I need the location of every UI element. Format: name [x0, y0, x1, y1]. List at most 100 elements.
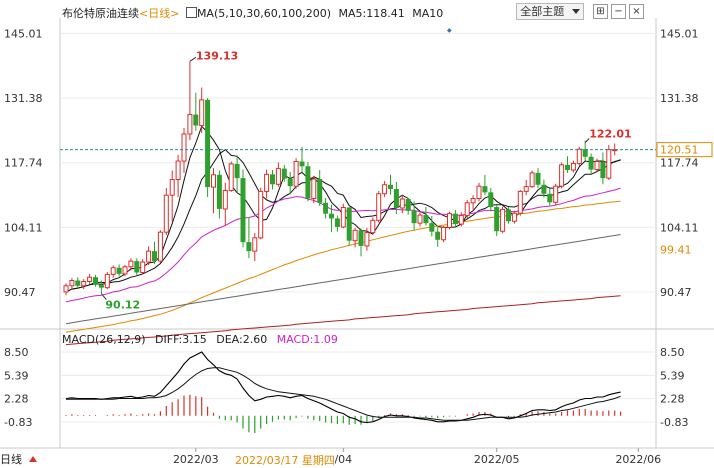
- candle-body-up: [352, 229, 358, 242]
- candle-body-up: [87, 276, 93, 282]
- price-tick-label-right: 104.11: [660, 221, 699, 234]
- candle-body-up: [376, 193, 382, 221]
- ma-price-tag-label: 99.41: [660, 244, 692, 257]
- candle-body-down: [482, 186, 488, 193]
- candle-body-down: [452, 213, 458, 225]
- candle-body-up: [517, 190, 523, 214]
- theme-select-label: 全部主题: [520, 5, 565, 18]
- candle-body-up: [441, 226, 447, 241]
- candle-body-up: [211, 174, 216, 188]
- high-marker-line: [189, 56, 197, 62]
- candle-body-down: [541, 184, 547, 194]
- candle-body-down: [329, 213, 334, 219]
- candle-body-down: [323, 202, 329, 214]
- chevron-down-icon: [571, 9, 580, 14]
- candle-body-down: [193, 114, 199, 126]
- moving-average-lines: [65, 125, 621, 346]
- candle-body-up: [69, 280, 75, 287]
- price-tick-label-left: 90.47: [4, 286, 36, 299]
- candle-body-down: [281, 168, 287, 179]
- instrument-title: 布伦特原油连续: [62, 7, 139, 20]
- candle-body-down: [494, 207, 500, 232]
- candle-body-down: [488, 192, 494, 208]
- candle-body-down: [234, 163, 240, 179]
- cursor-date-label: 2022/03/17 星期四: [235, 452, 335, 468]
- macd-tick-label-right: 8.50: [660, 346, 685, 359]
- candle-body-down: [582, 149, 588, 157]
- price-tick-label-right: 131.38: [660, 92, 699, 105]
- candle-body-up: [181, 133, 187, 162]
- macd-tick-label-right: 5.39: [660, 369, 685, 382]
- candle-body-down: [334, 218, 340, 227]
- period-label[interactable]: <日线>: [139, 7, 180, 20]
- candle-body-down: [411, 210, 417, 224]
- price-tick-label-left: 131.38: [4, 92, 43, 105]
- candle-body-up: [553, 185, 559, 203]
- ma-settings-label[interactable]: MA(5,10,30,60,100,200): [196, 7, 331, 20]
- candle-body-down: [600, 161, 606, 179]
- ma-line-ma200: [65, 295, 621, 346]
- price-tick-label-right: 90.47: [660, 286, 692, 299]
- candle-body-up: [228, 163, 234, 191]
- candle-body-up: [606, 149, 612, 179]
- current-price-label: 120.51: [660, 144, 699, 157]
- ma-checkbox-icon[interactable]: [185, 7, 197, 18]
- candle-body-down: [287, 178, 293, 187]
- candle-body-up: [258, 190, 264, 239]
- candle-body-down: [93, 277, 98, 285]
- axis-labels: 145.01 145.01 131.38 131.38 117.74 117.74 104.…: [4, 27, 699, 466]
- candle-body-up: [511, 212, 517, 222]
- time-tick-label: 2022/03: [173, 453, 219, 466]
- price-grid: [60, 32, 656, 293]
- close-icon[interactable]: ×: [629, 4, 644, 19]
- candle-body-down: [134, 261, 140, 273]
- price-tick-label-left: 104.11: [4, 221, 43, 234]
- candle-body-down: [317, 179, 323, 203]
- recent-high-annotation: 122.01: [589, 128, 631, 141]
- candle-body-down: [565, 164, 570, 171]
- triangle-up-icon: [28, 456, 37, 462]
- candle-body-down: [547, 193, 553, 203]
- candle-body-down: [205, 99, 211, 188]
- high-annotation: 139.13: [196, 49, 238, 62]
- candle-body-up: [559, 164, 565, 187]
- macd-grid: [60, 351, 656, 423]
- status-marker: ◆: [447, 27, 452, 34]
- macd-value: MACD:1.09: [276, 333, 338, 346]
- macd-header: MACD(26,12,9) DIFF:3.15 DEA:2.60 MACD:1.…: [62, 333, 338, 346]
- price-tick-label-left: 145.01: [4, 27, 43, 40]
- candle-body-down: [346, 207, 352, 241]
- candle-body-up: [264, 173, 270, 192]
- candle-body-down: [116, 267, 122, 274]
- minus-icon[interactable]: −: [611, 4, 626, 19]
- candle-body-down: [152, 251, 157, 262]
- candlestick-series: [63, 61, 618, 296]
- low-annotation: 90.12: [105, 299, 140, 312]
- ma-line-ma100: [65, 234, 621, 325]
- candle-body-up: [417, 214, 423, 224]
- candle-body-up: [175, 160, 181, 181]
- macd-settings-label[interactable]: MACD(26,12,9): [62, 333, 146, 346]
- candle-body-up: [122, 266, 128, 275]
- candle-body-up: [275, 168, 281, 185]
- candle-body-down: [98, 284, 104, 288]
- low-marker-line: [101, 293, 107, 301]
- layout-icon[interactable]: ⊞: [593, 4, 608, 19]
- candle-body-up: [187, 114, 193, 135]
- candle-body-up: [222, 189, 228, 210]
- theme-select[interactable]: 全部主题: [516, 3, 584, 20]
- candle-body-up: [163, 194, 169, 233]
- candle-body-up: [252, 237, 258, 252]
- candle-body-up: [500, 208, 506, 232]
- period-button[interactable]: 日线: [0, 452, 37, 467]
- time-tick-label: /04: [334, 453, 352, 466]
- macd-line-dea: [66, 367, 621, 421]
- candle-body-down: [388, 184, 393, 190]
- candle-body-up: [140, 261, 146, 273]
- ma5-value: MA5:118.41: [338, 7, 405, 20]
- candle-body-down: [435, 231, 441, 240]
- diff-value: DIFF:3.15: [155, 333, 207, 346]
- candle-body-up: [340, 207, 346, 228]
- price-tick-label-left: 117.74: [4, 157, 43, 170]
- candle-body-up: [576, 148, 582, 164]
